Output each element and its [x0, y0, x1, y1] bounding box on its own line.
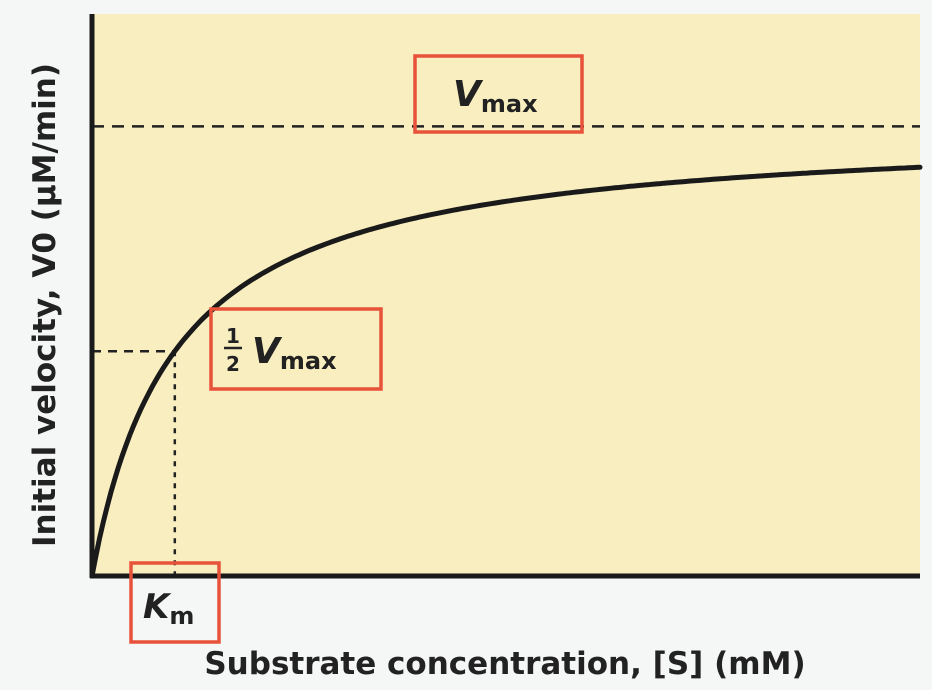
half-vmax-denominator: 2	[226, 352, 240, 376]
velocity-curve	[89, 164, 923, 579]
half-vmax-label: Vmax	[252, 331, 337, 375]
km-label: Km	[143, 587, 194, 630]
vmax-label: Vmax	[453, 74, 538, 118]
y-axis-label: Initial velocity, V0 (μM/min)	[27, 63, 63, 547]
half-vmax-box	[209, 307, 383, 391]
half-vmax-numerator: 1	[226, 324, 240, 348]
x-axis-label: Substrate concentration, [S] (mM)	[204, 646, 805, 682]
km-box	[129, 561, 221, 644]
vmax-box	[413, 54, 584, 134]
